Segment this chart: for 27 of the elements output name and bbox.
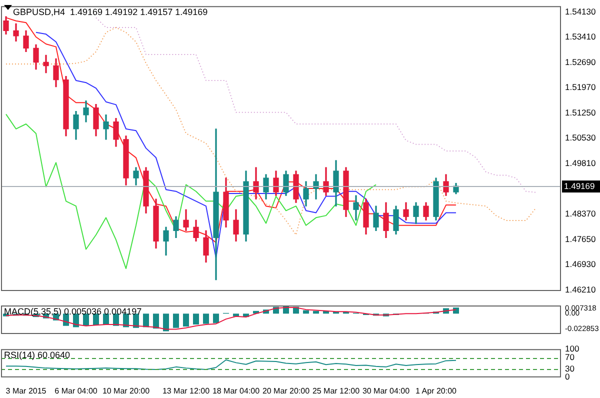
y-tick-label: 1.48370: [565, 208, 596, 219]
chart-title: RSI(14) 60.0640: [4, 350, 70, 360]
y-tick-label: 1.52690: [565, 56, 596, 67]
y-tick-label: 1.54130: [565, 6, 596, 16]
x-tick-label: 25 Mar 12:00: [312, 386, 360, 396]
x-tick-label: 3 Mar 2015: [6, 386, 47, 396]
x-tick-label: 13 Mar 12:00: [162, 386, 210, 396]
x-tick-label: 20 Mar 20:00: [262, 386, 310, 396]
y-tick-label: 1.46210: [565, 284, 596, 294]
chart-title: GBPUSD,H4 1.49169 1.49192 1.49157 1.49169: [13, 7, 208, 18]
y-tick-label: 1.47650: [565, 234, 596, 244]
y-tick-label: 100: [565, 343, 580, 354]
y-tick-label: 1.53410: [565, 32, 596, 42]
y-tick-label: 30: [565, 363, 575, 374]
y-tick-label: 1.51970: [565, 82, 596, 92]
y-tick-label: 1.51250: [565, 107, 596, 118]
y-tick-label: 1.50530: [565, 132, 596, 143]
ref-line-label: 1.49169: [564, 180, 595, 191]
y-tick-label: 1.49810: [565, 158, 596, 168]
y-tick-label: 70: [565, 352, 575, 362]
x-tick-label: 18 Mar 04:00: [212, 386, 260, 396]
x-tick-label: 6 Mar 04:00: [54, 386, 98, 396]
x-tick-label: 1 Apr 20:00: [416, 386, 458, 396]
y-tick-label: 1.46930: [565, 259, 596, 270]
x-tick-label: 30 Mar 04:00: [362, 386, 410, 396]
x-tick-label: 10 Mar 20:00: [102, 386, 150, 396]
y-tick-label: 0: [565, 372, 570, 382]
